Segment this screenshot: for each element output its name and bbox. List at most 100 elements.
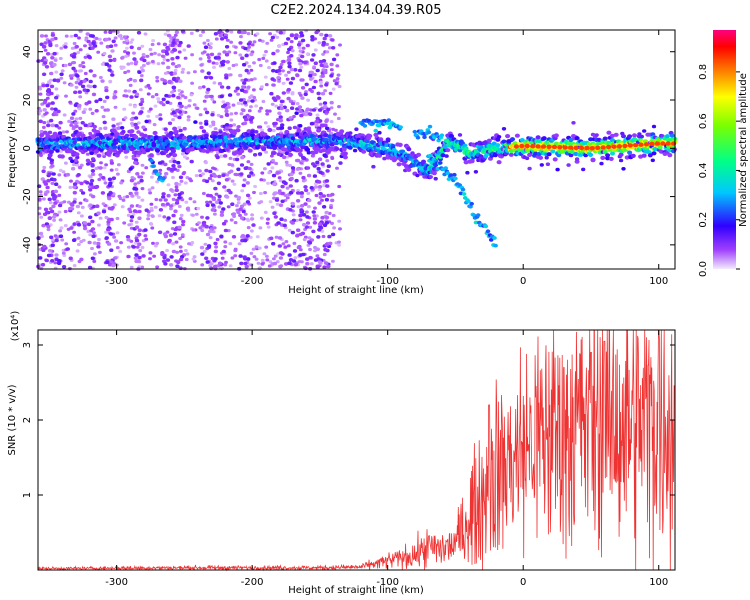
spectrogram-point [90, 227, 96, 231]
spectrogram-point [160, 251, 165, 255]
spectrogram-point [637, 132, 642, 136]
spectrogram-point [79, 188, 84, 193]
spectrogram-point [209, 266, 214, 271]
spectrogram-point [221, 59, 226, 64]
spectrogram-point [236, 210, 241, 214]
spectrogram-point [54, 44, 59, 48]
spectrogram-point [228, 124, 233, 128]
spectrogram-point [304, 210, 309, 214]
spectrogram-point [318, 195, 323, 199]
spectrogram-point [41, 197, 46, 201]
spectrogram-point [259, 85, 264, 89]
spectrogram-point [132, 51, 136, 55]
spectrogram-point [212, 100, 217, 104]
spectrogram-point [79, 214, 84, 218]
spectrogram-point [95, 204, 100, 208]
spectrogram-point [144, 237, 149, 241]
x-tick-label: 100 [649, 276, 668, 287]
spectrogram-point [281, 69, 285, 73]
spectrogram-point [157, 161, 163, 165]
spectrogram-point [274, 104, 279, 108]
spectrogram-point [80, 133, 86, 138]
spectrogram-point [162, 255, 167, 260]
spectrogram-point [326, 164, 331, 168]
spectrogram-point [64, 242, 69, 246]
spectrogram-point [208, 200, 213, 204]
spectrogram-point [306, 173, 312, 178]
spectrogram-point [192, 255, 197, 259]
spectrogram-point [335, 64, 340, 68]
spectrogram-point [109, 248, 114, 252]
spectrogram-point [280, 252, 285, 256]
spectrogram-point [112, 145, 118, 150]
spectrogram-point [209, 94, 214, 99]
spectrogram-point [156, 97, 161, 101]
spectrogram-point [51, 215, 57, 219]
spectrogram-point [262, 167, 267, 171]
spectrogram-point [319, 63, 324, 68]
spectrogram-point [186, 44, 191, 48]
spectrogram-point [44, 34, 48, 38]
spectrogram-point [223, 219, 228, 223]
spectrogram-point [247, 148, 253, 153]
spectrogram-point [37, 85, 42, 89]
spectrogram-point [317, 180, 322, 184]
spectrogram-point [147, 86, 152, 90]
spectrogram-point [325, 50, 330, 54]
spectrogram-point [213, 186, 218, 191]
spectrogram-point [416, 152, 422, 157]
spectrogram-point [57, 173, 62, 177]
spectrogram-point [177, 43, 182, 48]
spectrogram-point [246, 31, 251, 36]
spectrogram-point [167, 121, 173, 126]
spectrogram-point [203, 133, 209, 138]
spectrogram-point [259, 216, 264, 220]
spectrogram-point [171, 242, 176, 246]
spectrogram-point [131, 111, 136, 115]
spectrogram-point [276, 221, 281, 225]
spectrogram-point [112, 148, 118, 153]
spectrogram-point [296, 188, 301, 193]
spectrogram-point [330, 192, 335, 197]
spectrogram-point [198, 226, 203, 230]
spectrogram-point [61, 265, 67, 269]
spectrogram-point [110, 73, 115, 77]
spectrogram-point [287, 61, 292, 66]
spectrogram-point [90, 219, 95, 224]
spectrogram-point [292, 241, 297, 245]
spectrogram-point [191, 213, 195, 217]
spectrogram-point [330, 38, 335, 42]
spectrogram-point [91, 234, 96, 238]
spectrogram-point [465, 170, 470, 175]
spectrogram-point [174, 181, 179, 186]
spectrogram-point [233, 45, 238, 49]
spectrogram-point [242, 81, 247, 85]
spectrogram-point [148, 191, 153, 195]
spectrogram-point [139, 78, 144, 83]
spectrogram-point [245, 217, 250, 221]
spectrogram-point [72, 190, 77, 195]
spectrogram-point [239, 204, 245, 209]
spectrogram-point [316, 128, 322, 133]
spectrogram-point [76, 50, 81, 55]
spectrogram-point [325, 42, 330, 47]
spectrogram-point [320, 162, 325, 166]
spectrogram-point [277, 236, 283, 240]
spectrogram-point [330, 232, 336, 237]
spectrogram-point [149, 52, 154, 56]
spectrogram-point [276, 95, 281, 100]
spectrogram-point [177, 192, 182, 197]
spectrogram-point [299, 78, 304, 82]
spectrogram-point [115, 172, 120, 176]
spectrogram-point [199, 245, 205, 250]
spectrogram-point [377, 130, 382, 135]
spectrogram-point [156, 62, 161, 66]
spectrogram-point [422, 135, 427, 140]
spectrogram-point [79, 257, 84, 262]
spectrogram-point [313, 61, 318, 65]
spectrogram-point [328, 131, 334, 136]
spectrogram-point [204, 95, 209, 99]
spectrogram-point [246, 226, 251, 230]
spectrogram-point [169, 207, 173, 211]
spectrogram-point [154, 93, 159, 97]
